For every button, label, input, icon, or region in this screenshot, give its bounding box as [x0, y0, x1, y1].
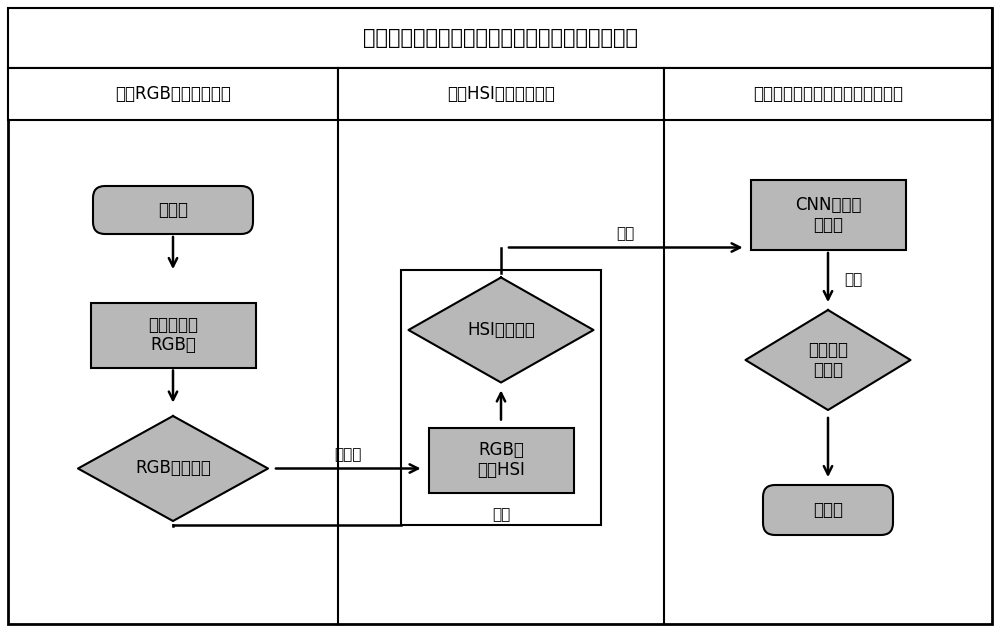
Text: RGB阈值条件: RGB阈值条件 — [135, 459, 211, 478]
Text: 不满足: 不满足 — [335, 447, 362, 462]
Text: 基于HSI阈值的预处理: 基于HSI阈值的预处理 — [447, 85, 555, 103]
Text: 原图像: 原图像 — [158, 201, 188, 219]
Text: 获取像素点
RGB值: 获取像素点 RGB值 — [148, 315, 198, 355]
Bar — [90, 303, 256, 367]
Text: RGB转
换成HSI: RGB转 换成HSI — [477, 441, 525, 480]
Bar — [338, 68, 664, 120]
Text: 分割图: 分割图 — [813, 501, 843, 519]
Bar — [750, 180, 906, 250]
Text: 先验阈值优化卷积神经网络的作物覆盖度提取算法: 先验阈值优化卷积神经网络的作物覆盖度提取算法 — [362, 28, 638, 48]
Polygon shape — [409, 277, 594, 382]
Text: 满足: 满足 — [617, 226, 635, 241]
Bar — [428, 427, 574, 492]
Bar — [664, 68, 992, 120]
Text: CNN图像分
类模型: CNN图像分 类模型 — [795, 195, 861, 234]
Text: 基于RGB阈值的预处理: 基于RGB阈值的预处理 — [115, 85, 231, 103]
FancyBboxPatch shape — [763, 485, 893, 535]
Text: HSI阈值条件: HSI阈值条件 — [467, 321, 535, 339]
Text: 基于卷积神经网络的图像分割算法: 基于卷积神经网络的图像分割算法 — [753, 85, 903, 103]
Text: 分类结果
为作物: 分类结果 为作物 — [808, 341, 848, 379]
Polygon shape — [746, 310, 910, 410]
Bar — [401, 269, 601, 525]
Bar — [8, 68, 338, 120]
Polygon shape — [78, 416, 268, 521]
Text: 满足: 满足 — [844, 272, 862, 288]
Text: 满足: 满足 — [492, 507, 510, 522]
Bar — [8, 8, 992, 68]
FancyBboxPatch shape — [93, 186, 253, 234]
